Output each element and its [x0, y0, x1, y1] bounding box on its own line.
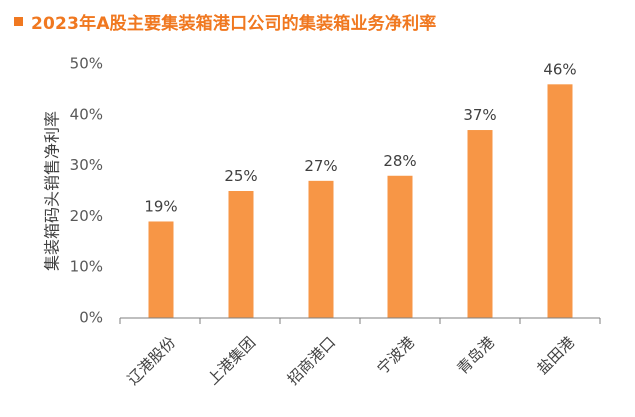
- y-tick-label: 20%: [70, 207, 103, 225]
- bar-2: [228, 191, 254, 318]
- y-tick-label: 10%: [70, 258, 103, 276]
- data-label: 46%: [543, 60, 576, 78]
- chart-title: 2023年A股主要集装箱港口公司的集装箱业务净利率: [31, 14, 437, 34]
- x-tick-label: 辽港股份: [124, 333, 179, 388]
- data-label: 37%: [463, 106, 496, 124]
- x-tick-label: 青岛港: [453, 333, 498, 378]
- y-tick-label: 30%: [70, 156, 103, 174]
- x-tick-label: 盐田港: [533, 333, 578, 378]
- data-label: 25%: [224, 167, 257, 185]
- bar-5: [467, 130, 493, 318]
- chart-title-row: 2023年A股主要集装箱港口公司的集装箱业务净利率: [14, 9, 436, 34]
- y-axis-label: 集装箱码头销售净利率: [43, 111, 62, 271]
- x-tick-label: 宁波港: [373, 333, 418, 378]
- x-tick-label: 招商港口: [284, 333, 339, 388]
- y-tick-label: 0%: [79, 309, 103, 327]
- x-tick-label: 上港集团: [204, 333, 259, 388]
- data-label: 28%: [383, 152, 416, 170]
- title-bullet-icon: [14, 17, 23, 26]
- bar-4: [387, 175, 413, 318]
- y-tick-label: 40%: [70, 105, 103, 123]
- bar-3: [308, 180, 334, 318]
- data-label: 27%: [304, 157, 337, 175]
- bar-6: [547, 84, 573, 318]
- bar-1: [148, 221, 174, 318]
- y-tick-label: 50%: [70, 55, 103, 73]
- data-label: 19%: [144, 197, 177, 215]
